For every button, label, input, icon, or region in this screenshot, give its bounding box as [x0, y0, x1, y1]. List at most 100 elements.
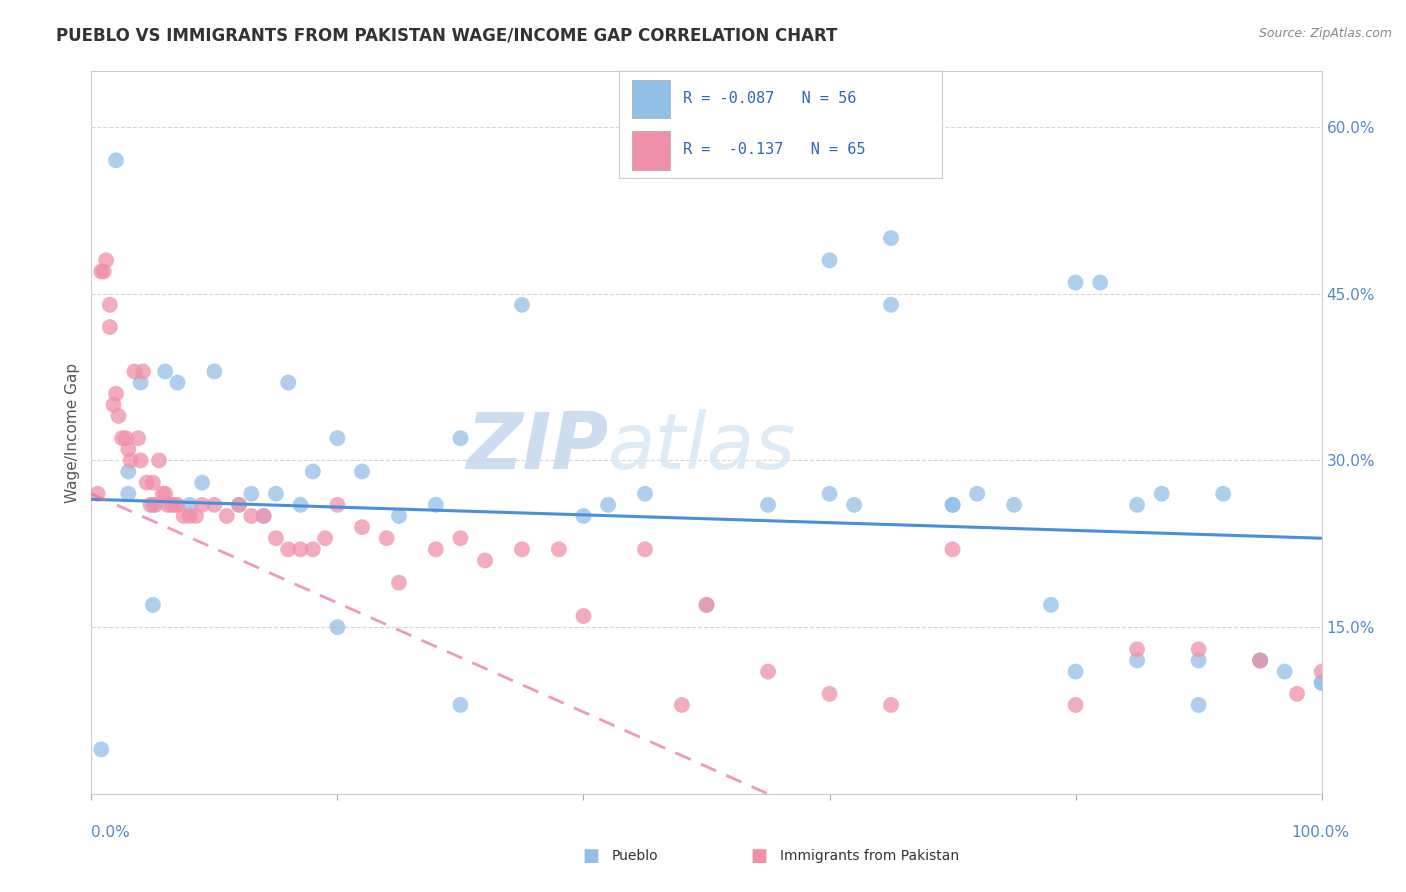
- Point: [148, 453, 170, 467]
- Point: [352, 465, 374, 479]
- Point: [1064, 698, 1087, 712]
- Point: [105, 153, 127, 168]
- Point: [572, 508, 595, 523]
- Point: [880, 231, 903, 245]
- Point: [388, 508, 411, 523]
- Point: [1126, 498, 1149, 512]
- Point: [1310, 665, 1333, 679]
- Point: [301, 465, 323, 479]
- Point: [572, 609, 595, 624]
- Point: [228, 498, 250, 512]
- Point: [1249, 653, 1271, 667]
- Point: [1310, 675, 1333, 690]
- Point: [107, 409, 129, 423]
- Point: [160, 498, 183, 512]
- Point: [756, 498, 779, 512]
- Point: [425, 542, 447, 557]
- Point: [326, 498, 349, 512]
- Point: [153, 487, 177, 501]
- Point: [671, 698, 693, 712]
- Point: [1088, 276, 1111, 290]
- Point: [818, 487, 841, 501]
- FancyBboxPatch shape: [631, 80, 671, 119]
- Point: [941, 542, 963, 557]
- Text: 0.0%: 0.0%: [91, 825, 131, 840]
- Point: [425, 498, 447, 512]
- Point: [474, 553, 496, 567]
- Point: [152, 487, 174, 501]
- Point: [1285, 687, 1308, 701]
- Point: [142, 498, 165, 512]
- Point: [228, 498, 250, 512]
- Point: [1039, 598, 1063, 612]
- Point: [114, 431, 138, 445]
- Point: [202, 364, 225, 378]
- Point: [124, 364, 146, 378]
- Point: [156, 498, 179, 512]
- Point: [634, 542, 657, 557]
- Point: [127, 431, 149, 445]
- Text: Source: ZipAtlas.com: Source: ZipAtlas.com: [1258, 27, 1392, 40]
- Point: [98, 298, 121, 312]
- Point: [1187, 653, 1209, 667]
- Point: [145, 498, 166, 512]
- Text: atlas: atlas: [607, 409, 796, 485]
- Y-axis label: Wage/Income Gap: Wage/Income Gap: [65, 362, 80, 503]
- Text: Immigrants from Pakistan: Immigrants from Pakistan: [780, 849, 959, 863]
- Text: R = -0.087   N = 56: R = -0.087 N = 56: [683, 91, 856, 105]
- Point: [120, 453, 142, 467]
- Point: [90, 264, 112, 278]
- Point: [132, 364, 155, 378]
- Point: [326, 620, 349, 634]
- Point: [191, 498, 214, 512]
- Point: [596, 498, 619, 512]
- Point: [90, 742, 112, 756]
- Text: 100.0%: 100.0%: [1292, 825, 1350, 840]
- Point: [240, 487, 263, 501]
- Point: [184, 508, 207, 523]
- Point: [1187, 642, 1209, 657]
- Point: [129, 453, 152, 467]
- Point: [1249, 653, 1271, 667]
- Point: [253, 508, 276, 523]
- Point: [129, 376, 152, 390]
- Point: [695, 598, 717, 612]
- Point: [117, 465, 139, 479]
- Point: [375, 531, 398, 545]
- Point: [1310, 675, 1333, 690]
- Point: [153, 364, 177, 378]
- Point: [215, 508, 238, 523]
- Point: [510, 298, 533, 312]
- Point: [86, 487, 108, 501]
- Point: [264, 531, 287, 545]
- Point: [103, 398, 125, 412]
- Point: [1274, 665, 1296, 679]
- Point: [449, 431, 471, 445]
- Point: [449, 698, 471, 712]
- Point: [277, 376, 299, 390]
- Point: [135, 475, 157, 490]
- Text: Pueblo: Pueblo: [612, 849, 658, 863]
- Point: [1064, 665, 1087, 679]
- Point: [1187, 698, 1209, 712]
- FancyBboxPatch shape: [631, 131, 671, 169]
- Text: ZIP: ZIP: [465, 409, 607, 485]
- Point: [941, 498, 963, 512]
- Point: [1126, 642, 1149, 657]
- Text: ■: ■: [751, 847, 768, 865]
- Point: [1212, 487, 1234, 501]
- Point: [388, 575, 411, 590]
- Point: [117, 442, 139, 457]
- Point: [264, 487, 287, 501]
- Text: ■: ■: [582, 847, 599, 865]
- Point: [290, 498, 312, 512]
- Point: [111, 431, 134, 445]
- Point: [510, 542, 533, 557]
- Point: [93, 264, 115, 278]
- Point: [290, 542, 312, 557]
- Point: [818, 253, 841, 268]
- Point: [695, 598, 717, 612]
- Point: [98, 320, 121, 334]
- Point: [1150, 487, 1173, 501]
- Point: [96, 253, 117, 268]
